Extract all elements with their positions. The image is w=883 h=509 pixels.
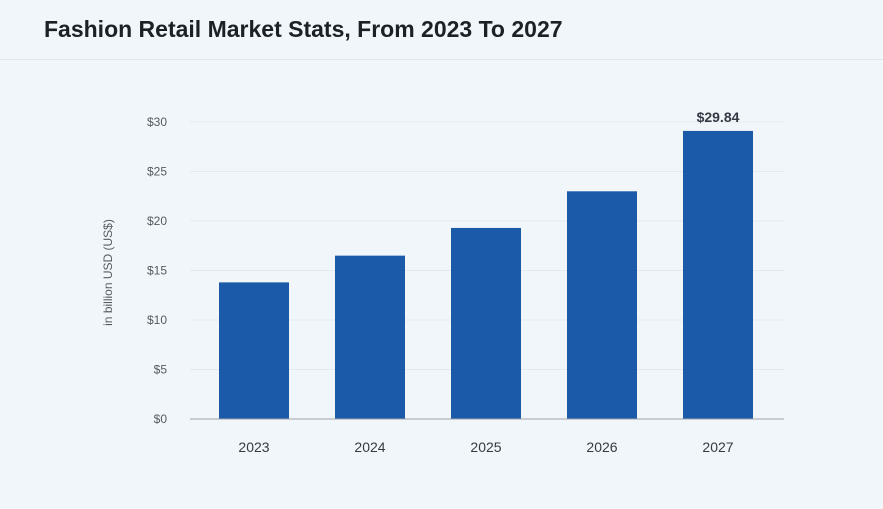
bar-2023 — [219, 282, 289, 419]
chart-title: Fashion Retail Market Stats, From 2023 T… — [44, 16, 563, 42]
y-tick-label: $15 — [147, 264, 167, 278]
y-tick-label: $10 — [147, 313, 167, 327]
y-tick-label: $25 — [147, 165, 167, 179]
y-axis-label: in billion USD (US$) — [101, 219, 115, 326]
x-axis-ticks: 2023 2024 2025 2026 2027 — [238, 439, 733, 455]
y-tick-label: $30 — [147, 115, 167, 129]
x-tick-label: 2027 — [702, 439, 733, 455]
y-tick-label: $5 — [154, 363, 168, 377]
chart-header: Fashion Retail Market Stats, From 2023 T… — [0, 0, 883, 60]
data-labels: $29.84 — [697, 109, 740, 125]
x-tick-label: 2023 — [238, 439, 269, 455]
x-tick-label: 2024 — [354, 439, 385, 455]
x-tick-label: 2026 — [586, 439, 617, 455]
bar-2025 — [451, 227, 521, 419]
bars — [219, 130, 753, 419]
x-tick-label: 2025 — [470, 439, 501, 455]
bar-2027 — [683, 130, 753, 419]
bar-2026 — [567, 191, 637, 419]
y-axis-ticks: $0 $5 $10 $15 $20 $25 $30 — [147, 115, 167, 426]
y-tick-label: $20 — [147, 214, 167, 228]
bar-2024 — [335, 255, 405, 419]
y-tick-label: $0 — [154, 412, 168, 426]
data-label: $29.84 — [697, 109, 740, 125]
